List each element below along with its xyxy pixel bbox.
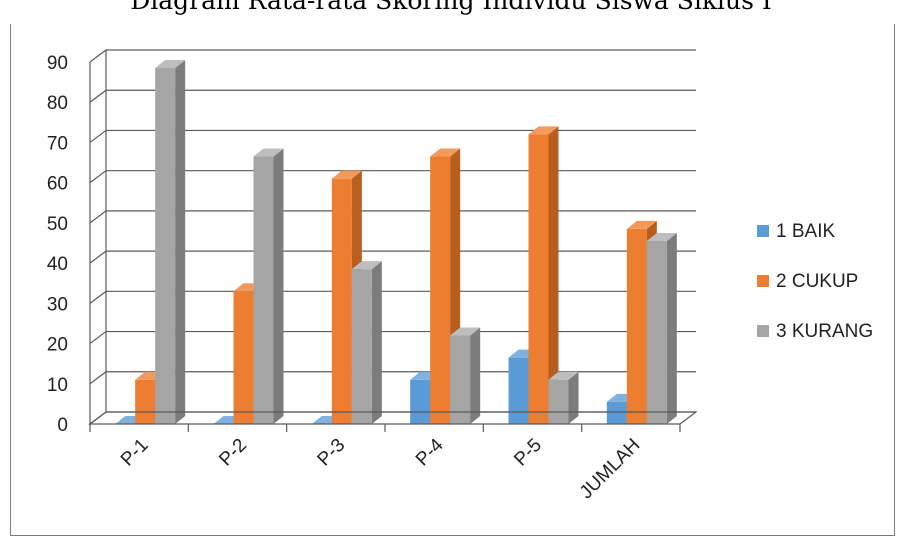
x-tick-label: P-4 — [412, 434, 448, 470]
x-tick-label: P-5 — [510, 435, 546, 471]
bar-top — [548, 371, 579, 380]
y-tick-label: 30 — [47, 294, 68, 315]
x-tick-label: P-1 — [117, 435, 153, 471]
bar-front — [430, 156, 451, 424]
bar — [155, 60, 186, 425]
bar-front — [331, 178, 352, 424]
bar-front — [351, 269, 372, 424]
x-tick-label: P-3 — [314, 435, 350, 471]
bar-top — [450, 327, 481, 336]
bar-side — [371, 261, 382, 424]
bar-side — [666, 232, 677, 424]
bar-top — [528, 126, 559, 135]
bar-side — [175, 60, 186, 425]
bar-side — [548, 126, 559, 425]
legend-label: 2 CUKUP — [776, 271, 858, 292]
legend-label: 1 BAIK — [776, 221, 835, 242]
y-tick-label: 90 — [47, 53, 68, 74]
y-tick-label: 0 — [57, 415, 68, 436]
bar-top — [646, 232, 677, 241]
bar-front — [410, 379, 431, 424]
bar-front — [626, 228, 647, 424]
y-tick-label: 60 — [47, 174, 68, 195]
x-tick-label: JUMLAH — [576, 435, 645, 504]
bars — [115, 60, 677, 425]
bar — [528, 126, 559, 425]
bar-top — [626, 220, 657, 229]
y-tick-label: 50 — [47, 214, 68, 235]
bar-top — [253, 148, 284, 157]
bar-front — [548, 379, 569, 424]
bar-front — [450, 335, 471, 424]
bar-front — [135, 379, 156, 424]
x-tick-label: P-2 — [215, 435, 251, 471]
bar-top — [155, 60, 186, 69]
bar — [548, 371, 579, 424]
y-tick-label: 40 — [47, 254, 68, 275]
bar-front — [508, 357, 529, 424]
bar — [351, 261, 382, 424]
y-tick-label: 10 — [47, 375, 68, 396]
chart-frame — [10, 24, 895, 536]
bar-side — [568, 371, 579, 424]
bar — [450, 327, 481, 424]
bar-top — [430, 148, 461, 157]
legend-swatch — [757, 225, 769, 237]
legend-label: 3 KURANG — [776, 321, 873, 342]
bar-top — [351, 261, 382, 270]
bar-side — [470, 327, 481, 424]
legend: 1 BAIK 2 CUKUP 3 KURANG — [757, 221, 873, 342]
bar-front — [233, 291, 254, 424]
legend-swatch — [757, 275, 769, 287]
bar-front — [253, 156, 274, 424]
chart-title: Diagram Rata-rata Skoring Individu Siswa… — [130, 0, 772, 15]
bar-front — [606, 401, 627, 424]
bar — [646, 232, 677, 424]
bar-front — [155, 68, 176, 425]
bar-front — [528, 134, 549, 424]
y-tick-label: 80 — [47, 93, 68, 114]
y-tick-label: 20 — [47, 335, 68, 356]
bar-front — [646, 240, 667, 424]
y-tick-label: 70 — [47, 133, 68, 154]
legend-swatch — [757, 325, 769, 337]
bar — [253, 148, 284, 424]
bar-top — [331, 170, 362, 179]
bar-side — [273, 148, 284, 424]
